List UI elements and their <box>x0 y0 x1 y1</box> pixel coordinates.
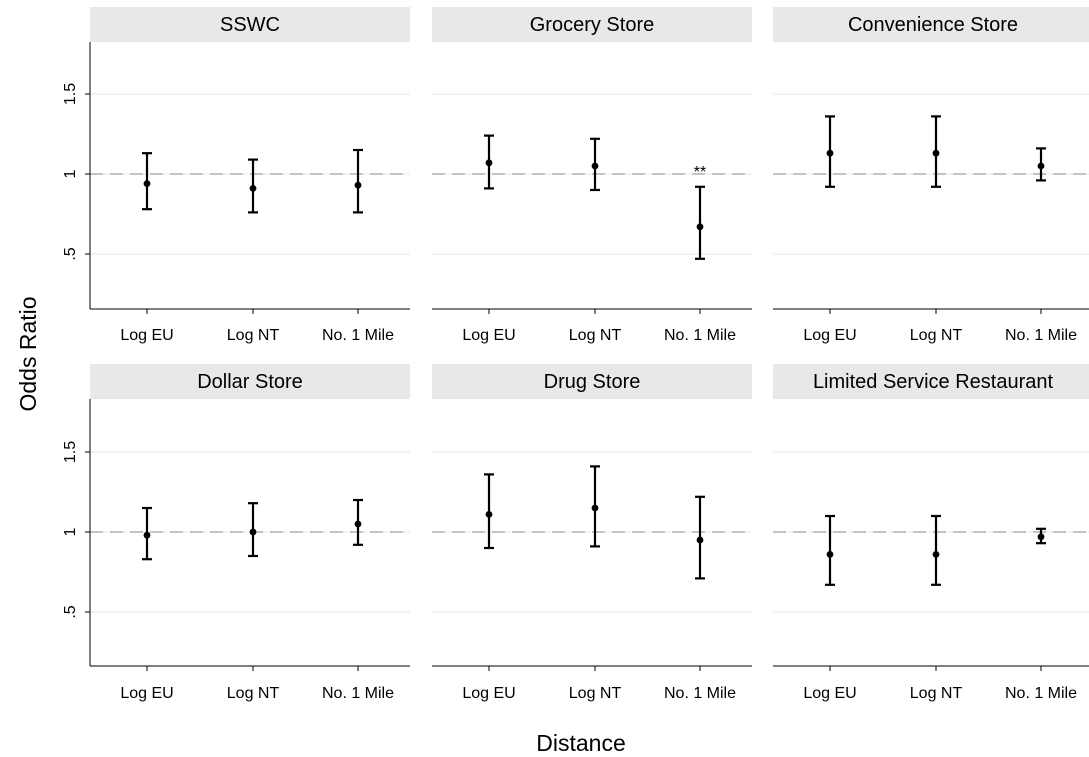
panel-header <box>432 364 752 399</box>
y-axis-title: Odds Ratio <box>15 296 41 411</box>
point-estimate <box>354 520 362 528</box>
panel-title: Limited Service Restaurant <box>813 371 1054 393</box>
point-estimate <box>1037 533 1045 541</box>
panel-header <box>90 364 410 399</box>
point-estimate <box>696 223 704 231</box>
y-tick-label: 1 <box>62 527 79 536</box>
panel-header <box>90 7 410 42</box>
panel-4: Dollar Store .5 1 1.5 Log EU Log NT No. 1 Mile <box>62 364 410 702</box>
x-tick-label: Log EU <box>803 685 856 702</box>
x-tick-label: No. 1 Mile <box>1005 327 1077 344</box>
x-axis-title: Distance <box>536 730 625 756</box>
y-tick-label: 1 <box>62 169 79 178</box>
panel-title: SSWC <box>220 14 280 36</box>
y-tick-label: .5 <box>62 247 79 260</box>
x-tick-label: Log NT <box>910 327 963 344</box>
y-tick-label: 1.5 <box>62 441 79 463</box>
point-estimate <box>591 504 599 512</box>
x-tick-label: Log EU <box>120 685 173 702</box>
point-estimate <box>354 181 362 189</box>
point-estimate <box>485 511 493 518</box>
x-tick-label: No. 1 Mile <box>322 327 394 344</box>
point-estimate <box>1037 162 1045 170</box>
y-tick-label: .5 <box>62 605 79 618</box>
point-estimate <box>249 528 257 536</box>
point-estimate <box>826 149 834 157</box>
panel-title: Convenience Store <box>848 14 1018 36</box>
point-estimate <box>826 551 834 558</box>
point-estimate <box>696 536 704 544</box>
point-estimate <box>485 159 493 167</box>
x-tick-label: Log EU <box>462 327 515 344</box>
point-estimate <box>932 551 940 558</box>
panel-title: Grocery Store <box>530 14 654 36</box>
point-estimate <box>932 149 940 157</box>
panel-2: Grocery Store Log EU Log NT No. 1 Mile ** <box>432 7 752 344</box>
panel-header <box>773 364 1089 399</box>
panel-title: Drug Store <box>544 371 641 393</box>
x-tick-label: Log NT <box>569 327 622 344</box>
x-tick-label: Log NT <box>569 685 622 702</box>
x-tick-label: No. 1 Mile <box>322 685 394 702</box>
y-tick-label: 1.5 <box>62 83 79 105</box>
x-tick-label: Log NT <box>227 327 280 344</box>
point-estimate <box>143 180 151 188</box>
x-tick-label: Log EU <box>462 685 515 702</box>
x-tick-label: Log EU <box>120 327 173 344</box>
x-tick-label: No. 1 Mile <box>664 327 736 344</box>
panel-title: Dollar Store <box>197 371 303 393</box>
point-estimate <box>591 162 599 170</box>
panel-1: SSWC .5 1 1.5 Log EU Log NT No. 1 Mile <box>62 7 410 344</box>
point-estimate <box>143 531 151 539</box>
panel-header <box>773 7 1089 42</box>
panel-5: Drug Store Log EU Log NT No. 1 Mile <box>432 364 752 702</box>
x-tick-label: Log NT <box>910 685 963 702</box>
point-estimate <box>249 185 257 192</box>
x-tick-label: Log EU <box>803 327 856 344</box>
significance-annotation: ** <box>694 164 706 181</box>
panel-6: Limited Service Restaurant Log EU Log NT No… <box>773 364 1089 702</box>
panel-3: Convenience Store Log EU Log NT No. 1 Mile <box>773 7 1089 344</box>
panel-header <box>432 7 752 42</box>
x-tick-label: No. 1 Mile <box>1005 685 1077 702</box>
x-tick-label: Log NT <box>227 685 280 702</box>
x-tick-label: No. 1 Mile <box>664 685 736 702</box>
